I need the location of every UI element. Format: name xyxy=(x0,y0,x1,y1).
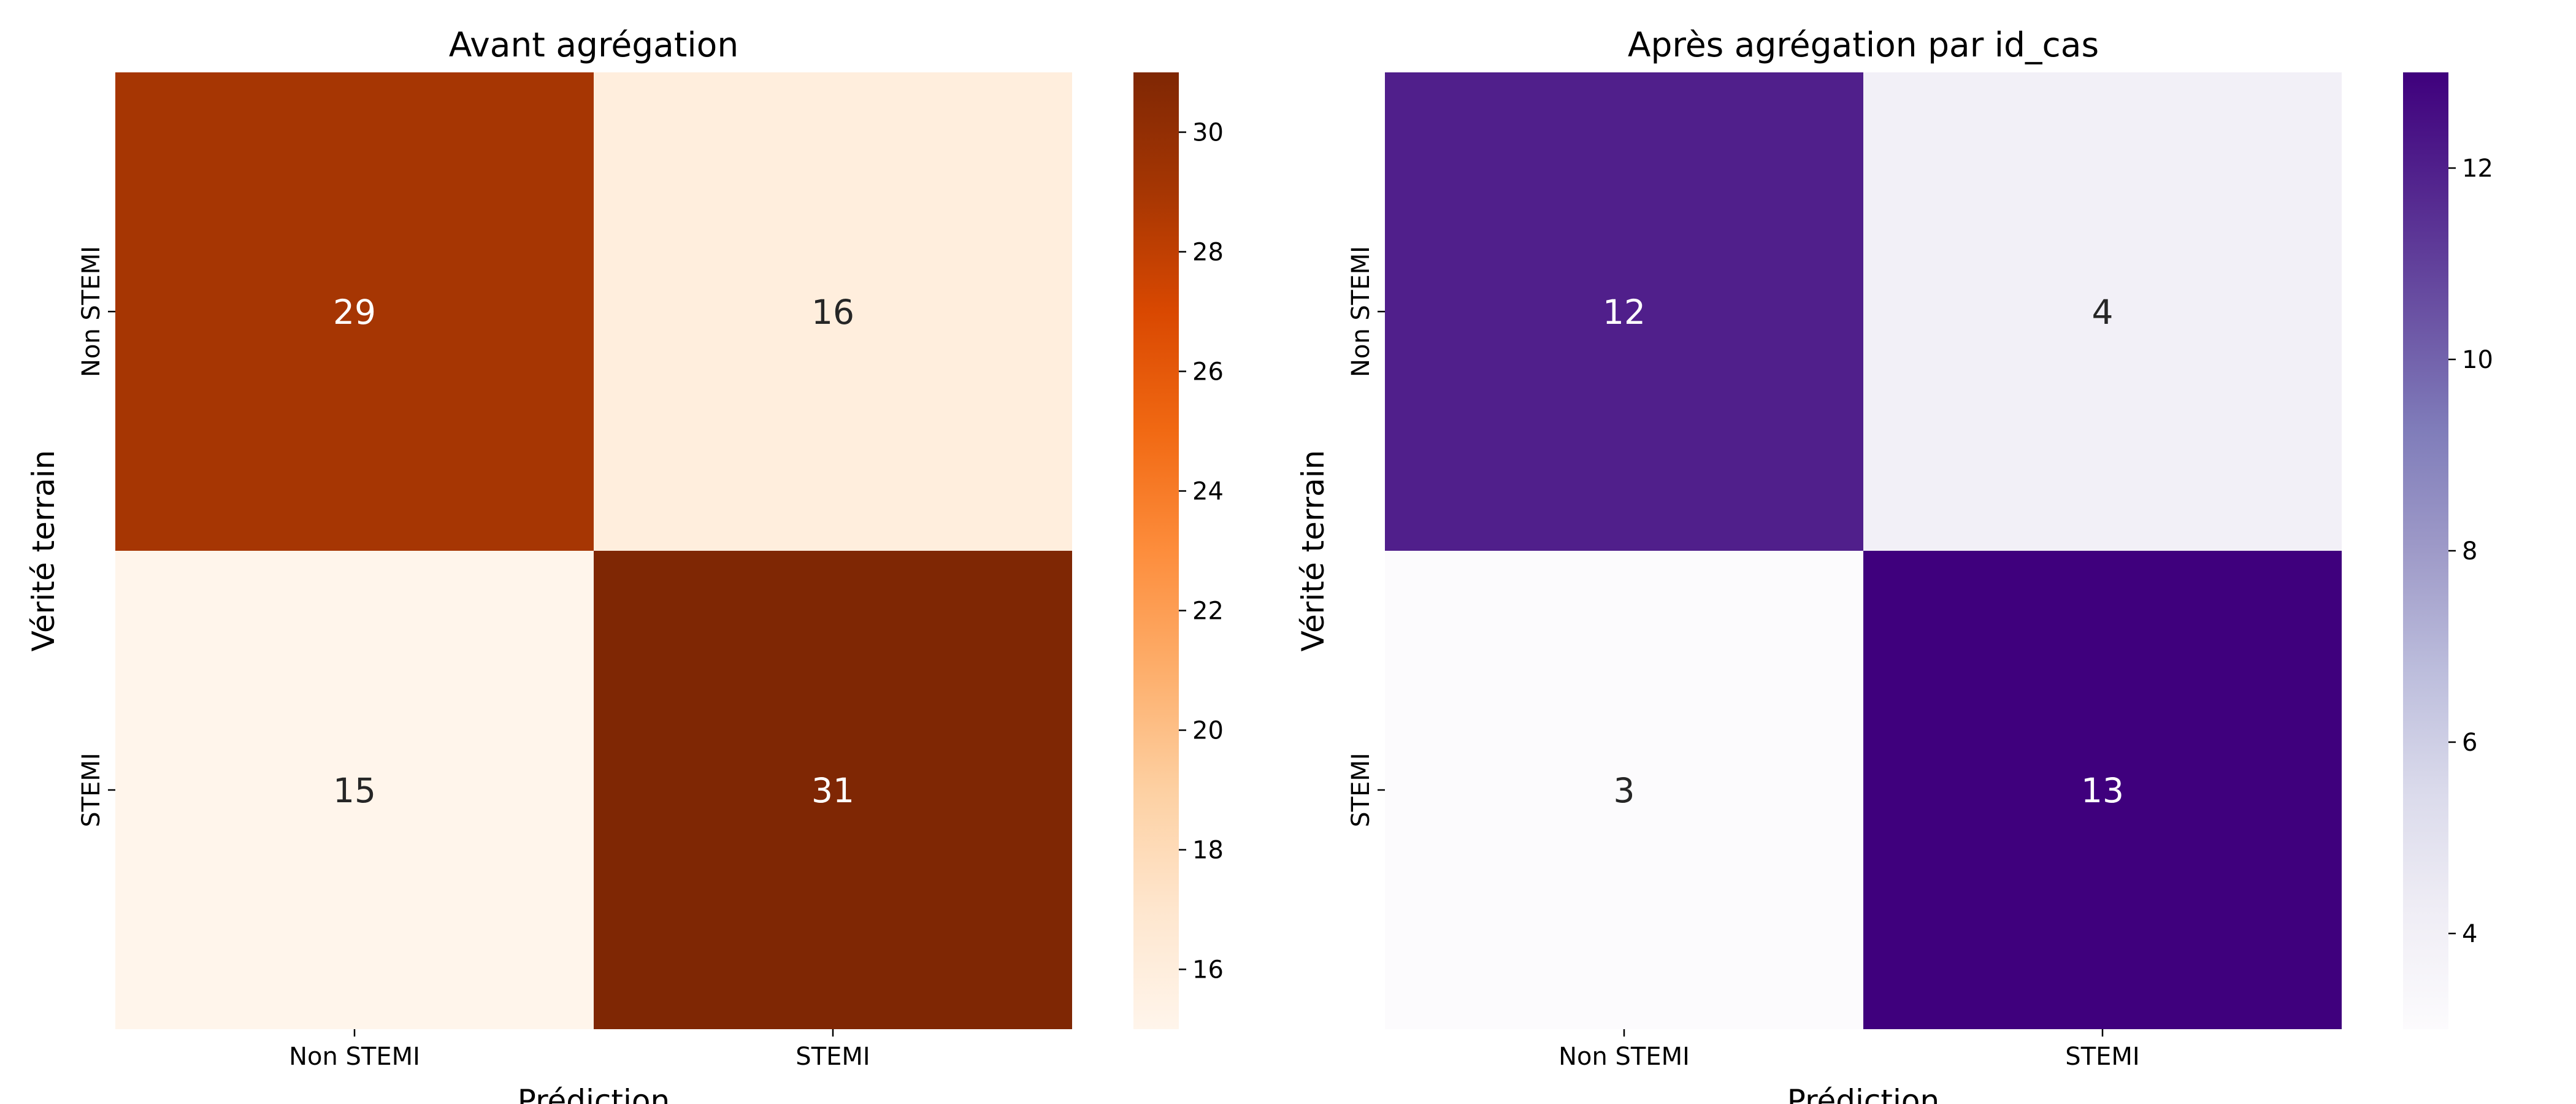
y-tick-label: Non STEMI xyxy=(77,246,105,377)
y-axis-label: Vérité terrain xyxy=(1295,450,1331,652)
colorbar-tick-label: 30 xyxy=(1192,119,1224,147)
cell-value-label: 15 xyxy=(333,771,376,810)
heatmap-cell xyxy=(594,72,1072,551)
heatmap-cell xyxy=(594,551,1072,1029)
colorbar-tick-label: 12 xyxy=(2462,155,2493,183)
x-tick-label: STEMI xyxy=(2065,1043,2139,1071)
colorbar-tick-label: 16 xyxy=(1192,956,1224,984)
heatmap-cell xyxy=(1385,551,1863,1029)
colorbar-tick-label: 18 xyxy=(1192,837,1224,865)
heatmap-panel-2: Après agrégation par id_cas 12 4 3 13 Non STE… xyxy=(1295,25,2493,1104)
colorbar-tick-label: 26 xyxy=(1192,358,1224,386)
x-tick-label: Non STEMI xyxy=(1558,1043,1690,1071)
cell-value-label: 31 xyxy=(811,771,854,810)
colorbar xyxy=(1133,72,1179,1029)
x-tick-label: STEMI xyxy=(795,1043,870,1071)
colorbar-tick-label: 20 xyxy=(1192,717,1224,745)
y-tick-label: STEMI xyxy=(1347,753,1375,827)
chart-title: Avant agrégation xyxy=(449,25,738,64)
cell-value-label: 3 xyxy=(1614,771,1635,810)
colorbar-tick-label: 6 xyxy=(2462,729,2477,757)
x-axis-label: Prédiction xyxy=(1787,1083,1939,1104)
heatmap-cell xyxy=(1863,551,2342,1029)
heatmap-cell xyxy=(115,72,594,551)
colorbar-tick-label: 24 xyxy=(1192,478,1224,506)
colorbar-tick-label: 8 xyxy=(2462,537,2477,565)
cell-value-label: 29 xyxy=(333,293,376,332)
colorbar-tick-label: 28 xyxy=(1192,239,1224,267)
x-axis-label: Prédiction xyxy=(518,1083,670,1104)
y-tick-label: STEMI xyxy=(77,753,105,827)
x-tick-label: Non STEMI xyxy=(289,1043,420,1071)
colorbar-tick-label: 4 xyxy=(2462,920,2477,948)
heatmap-cell xyxy=(115,551,594,1029)
heatmap-cell xyxy=(1863,72,2342,551)
y-axis-label: Vérité terrain xyxy=(26,450,61,652)
cell-value-label: 4 xyxy=(2092,293,2114,332)
colorbar xyxy=(2403,72,2448,1029)
cell-value-label: 13 xyxy=(2081,771,2124,810)
heatmap-cell xyxy=(1385,72,1863,551)
colorbar-tick-label: 22 xyxy=(1192,597,1224,626)
y-tick-label: Non STEMI xyxy=(1347,246,1375,377)
chart-title: Après agrégation par id_cas xyxy=(1628,25,2099,64)
heatmap-panel-1: Avant agrégation 29 16 15 31 Non STEMI STEMI No… xyxy=(26,25,1224,1104)
colorbar-tick-label: 10 xyxy=(2462,346,2493,374)
cell-value-label: 16 xyxy=(811,293,854,332)
cell-value-label: 12 xyxy=(1603,293,1646,332)
